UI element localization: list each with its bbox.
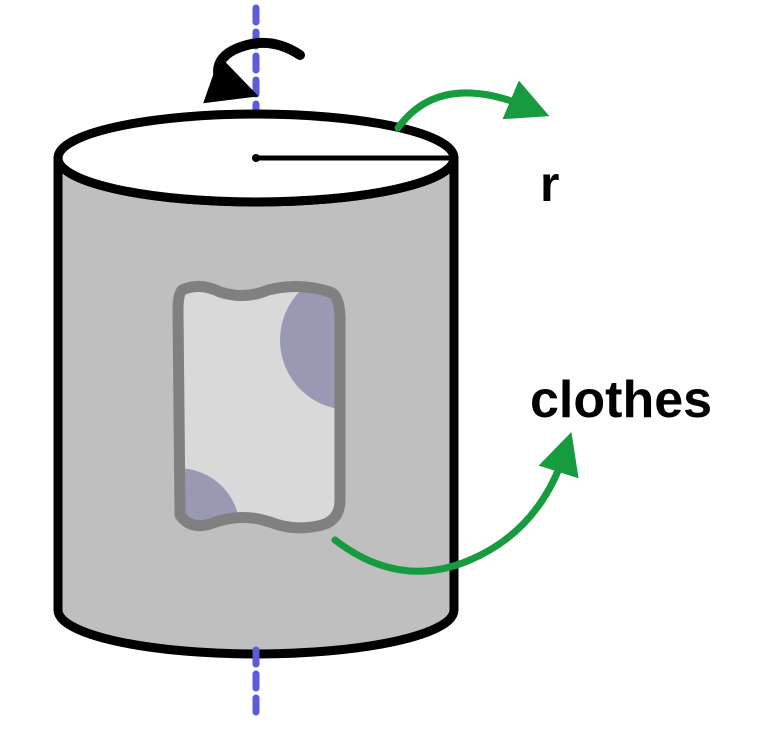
center-dot <box>252 154 260 162</box>
r-label: r <box>540 155 559 213</box>
clothes-label: clothes <box>530 370 712 430</box>
diagram-svg <box>0 0 776 733</box>
r-arrow <box>398 93 530 128</box>
